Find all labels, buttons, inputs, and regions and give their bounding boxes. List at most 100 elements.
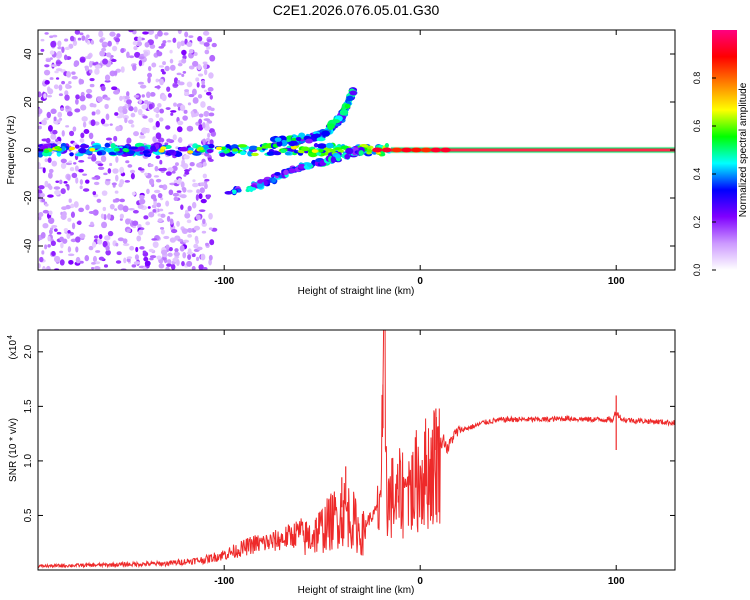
noise-blob xyxy=(153,189,161,194)
noise-blob xyxy=(122,108,128,115)
spectrogram-panel: -100 0 100 -40 -20 0 20 40 Height of straight … xyxy=(6,29,676,297)
noise-blob xyxy=(53,84,59,90)
noise-blob xyxy=(202,266,208,270)
bottom-x-tick-label: -100 xyxy=(214,576,234,587)
noise-blob xyxy=(206,46,211,50)
carrier-blob xyxy=(154,143,160,150)
noise-blob xyxy=(130,124,135,128)
rising-branch-blob xyxy=(316,137,326,142)
noise-blob xyxy=(70,211,76,218)
noise-blob xyxy=(73,162,77,165)
carrier-core xyxy=(317,148,324,153)
noise-blob xyxy=(166,215,171,222)
noise-blob xyxy=(160,249,168,255)
noise-blob xyxy=(38,234,41,242)
noise-blob xyxy=(180,40,186,47)
rising-branch-blob xyxy=(339,109,349,116)
noise-blob xyxy=(94,265,100,270)
noise-blob xyxy=(208,227,213,231)
noise-blob xyxy=(152,125,157,131)
noise-blob xyxy=(117,237,125,242)
bottom-y-tick-label: 0.5 xyxy=(23,508,34,522)
noise-blob xyxy=(170,110,177,113)
noise-blob xyxy=(93,181,100,186)
noise-blob xyxy=(78,79,85,85)
noise-blob xyxy=(156,202,162,208)
noise-blob xyxy=(200,253,206,261)
noise-blob xyxy=(184,171,190,175)
noise-blob xyxy=(211,42,217,48)
falling-branch-blob xyxy=(247,186,257,191)
noise-blob xyxy=(81,35,86,41)
bottom-x-tick-label: 0 xyxy=(417,576,423,587)
noise-blob xyxy=(92,191,97,196)
noise-blob xyxy=(75,256,81,264)
noise-blob xyxy=(96,96,103,103)
top-y-tick-label: -20 xyxy=(23,190,34,205)
spectrogram-marks xyxy=(38,30,675,270)
noise-blob xyxy=(128,208,135,211)
falling-branch-blob xyxy=(297,163,306,169)
noise-blob xyxy=(153,197,157,203)
noise-blob xyxy=(91,262,96,265)
noise-blob xyxy=(186,189,193,193)
noise-blob xyxy=(102,123,110,127)
bottom-y-axis-label: SNR (10 * v/v) xyxy=(8,418,19,482)
carrier-blob xyxy=(208,143,215,149)
noise-blob xyxy=(204,49,210,55)
noise-blob xyxy=(38,215,42,221)
falling-branch-blob xyxy=(330,156,336,164)
noise-blob xyxy=(41,250,45,255)
falling-branch-blob xyxy=(306,162,313,168)
noise-blob xyxy=(133,131,140,137)
noise-blob xyxy=(117,204,124,211)
noise-blob xyxy=(202,173,207,179)
noise-blob xyxy=(147,76,151,84)
rising-branch-blob xyxy=(349,90,357,96)
noise-blob xyxy=(128,30,134,33)
noise-blob xyxy=(65,162,73,166)
noise-blob xyxy=(177,80,181,83)
noise-blob xyxy=(134,51,141,58)
noise-blob xyxy=(148,211,155,218)
noise-blob xyxy=(195,77,200,82)
noise-blob xyxy=(191,253,196,258)
noise-blob xyxy=(82,173,88,176)
carrier-blob xyxy=(38,151,44,158)
noise-blob xyxy=(205,242,209,246)
noise-blob xyxy=(80,104,87,111)
rising-branch-blob xyxy=(344,103,351,109)
steady-line-blob xyxy=(440,147,451,153)
noise-blob xyxy=(79,32,84,36)
noise-blob xyxy=(153,107,159,113)
noise-blob xyxy=(44,244,48,250)
noise-blob xyxy=(112,168,119,174)
noise-blob xyxy=(55,68,63,72)
noise-blob xyxy=(65,125,70,128)
noise-blob xyxy=(74,30,81,35)
noise-blob xyxy=(153,175,160,178)
noise-blob xyxy=(138,168,145,171)
noise-blob xyxy=(143,256,149,262)
noise-blob xyxy=(51,225,58,228)
steady-line-blob xyxy=(381,147,392,153)
noise-blob xyxy=(43,69,51,76)
noise-blob xyxy=(181,58,187,64)
carrier-core xyxy=(256,146,263,151)
noise-blob xyxy=(191,201,197,209)
noise-blob xyxy=(205,195,211,200)
noise-blob xyxy=(205,122,210,129)
noise-blob xyxy=(169,64,176,71)
noise-blob xyxy=(69,35,75,42)
falling-branch-blob xyxy=(271,177,276,183)
noise-blob xyxy=(100,118,106,125)
noise-blob xyxy=(68,160,72,164)
falling-branch-blob xyxy=(345,147,354,155)
noise-blob xyxy=(164,65,170,72)
noise-blob xyxy=(50,240,56,247)
steady-line-blob xyxy=(421,147,432,153)
noise-blob xyxy=(51,251,56,257)
carrier-blob xyxy=(237,144,248,148)
noise-blob xyxy=(119,213,124,219)
noise-blob xyxy=(144,172,148,176)
